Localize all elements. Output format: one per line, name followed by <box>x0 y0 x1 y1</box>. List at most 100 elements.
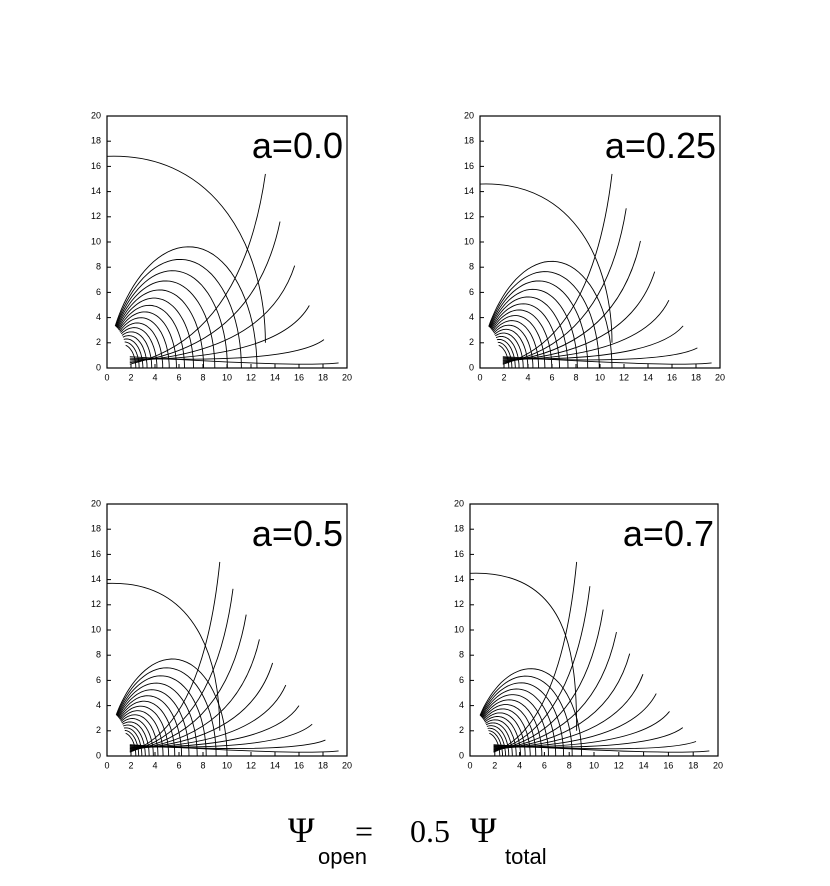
field-line <box>118 695 183 757</box>
y-tick-label: 20 <box>454 498 464 508</box>
field-line <box>484 716 521 756</box>
x-tick-label: 8 <box>567 760 572 770</box>
y-tick-label: 10 <box>91 624 101 634</box>
x-tick-label: 2 <box>128 760 133 770</box>
annotation: a=0.5 <box>252 513 343 554</box>
y-tick-label: 0 <box>459 750 464 760</box>
field-line <box>479 675 573 757</box>
y-tick-label: 18 <box>464 136 474 146</box>
field-line <box>129 684 287 749</box>
x-tick-label: 4 <box>525 372 530 382</box>
y-tick-label: 4 <box>469 312 474 322</box>
panel: 0 2 4 6 8 10 12 14 16 18 20 0 2 4 6 8 10 12 14 16 18 20 a=0.25 <box>464 110 725 382</box>
y-tick-label: 14 <box>91 186 101 196</box>
x-tick-label: 14 <box>639 760 649 770</box>
x-tick-label: 0 <box>467 760 472 770</box>
y-tick-label: 20 <box>91 498 101 508</box>
x-tick-label: 6 <box>176 760 181 770</box>
y-tick-label: 2 <box>96 337 101 347</box>
field-line <box>479 183 613 343</box>
field-line <box>114 246 258 369</box>
x-tick-label: 18 <box>318 760 328 770</box>
y-tick-label: 14 <box>464 186 474 196</box>
x-tick-label: 8 <box>200 760 205 770</box>
x-tick-label: 8 <box>573 372 578 382</box>
field-line <box>106 155 266 343</box>
x-tick-label: 20 <box>342 760 352 770</box>
field-line <box>118 700 176 757</box>
field-lines <box>106 561 339 757</box>
field-line <box>116 667 217 757</box>
y-tick-label: 10 <box>464 236 474 246</box>
y-tick-label: 12 <box>454 599 464 609</box>
y-tick-label: 20 <box>91 110 101 120</box>
x-tick-label: 16 <box>294 372 304 382</box>
x-tick-label: 16 <box>294 760 304 770</box>
field-line <box>117 689 190 757</box>
y-tick-label: 6 <box>459 675 464 685</box>
field-line <box>116 289 205 369</box>
x-tick-label: 10 <box>589 760 599 770</box>
x-tick-label: 14 <box>270 372 280 382</box>
field-line <box>120 327 158 368</box>
x-tick-label: 12 <box>619 372 629 382</box>
x-tick-label: 2 <box>492 760 497 770</box>
y-tick-label: 6 <box>469 287 474 297</box>
field-line <box>119 705 170 757</box>
field-line <box>129 662 274 750</box>
annotation: a=0.0 <box>252 125 343 166</box>
field-line <box>493 609 604 752</box>
x-tick-label: 18 <box>691 372 701 382</box>
y-tick-label: 4 <box>459 700 464 710</box>
field-line <box>495 335 520 369</box>
y-tick-label: 8 <box>469 262 474 272</box>
x-tick-label: 14 <box>270 760 280 770</box>
x-tick-label: 20 <box>713 760 723 770</box>
annotation: a=0.7 <box>623 513 714 554</box>
field-line <box>483 708 531 756</box>
y-tick-label: 16 <box>91 549 101 559</box>
x-tick-label: 8 <box>200 372 205 382</box>
caption-equals: = <box>355 813 373 849</box>
y-tick-label: 0 <box>96 750 101 760</box>
field-line <box>488 271 600 369</box>
y-tick-label: 10 <box>454 624 464 634</box>
x-tick-label: 6 <box>549 372 554 382</box>
field-line <box>492 315 546 369</box>
field-line <box>118 311 177 368</box>
field-line <box>120 710 164 757</box>
y-tick-label: 2 <box>469 337 474 347</box>
y-tick-label: 16 <box>454 549 464 559</box>
y-tick-label: 8 <box>459 650 464 660</box>
field-line <box>129 305 310 361</box>
field-line <box>502 356 712 365</box>
field-line <box>491 309 553 369</box>
field-line <box>492 320 540 368</box>
x-tick-label: 4 <box>152 760 157 770</box>
y-tick-label: 2 <box>96 725 101 735</box>
field-line <box>115 658 228 757</box>
y-tick-label: 18 <box>454 524 464 534</box>
field-line <box>489 288 578 369</box>
y-tick-label: 12 <box>464 211 474 221</box>
x-tick-label: 0 <box>104 760 109 770</box>
y-tick-label: 6 <box>96 675 101 685</box>
caption-symbol: Ψ <box>470 810 497 850</box>
field-line <box>116 280 216 369</box>
x-tick-label: 6 <box>176 372 181 382</box>
field-line <box>129 173 266 365</box>
field-line <box>117 297 194 369</box>
field-line <box>118 304 185 369</box>
caption-subscript: open <box>318 844 367 869</box>
field-line <box>493 324 534 368</box>
y-tick-label: 8 <box>96 650 101 660</box>
field-line <box>117 682 198 757</box>
field-line <box>490 296 569 369</box>
field-lines <box>479 173 712 369</box>
field-line <box>488 730 503 756</box>
y-tick-label: 14 <box>91 574 101 584</box>
y-tick-label: 4 <box>96 312 101 322</box>
y-tick-label: 8 <box>96 262 101 272</box>
